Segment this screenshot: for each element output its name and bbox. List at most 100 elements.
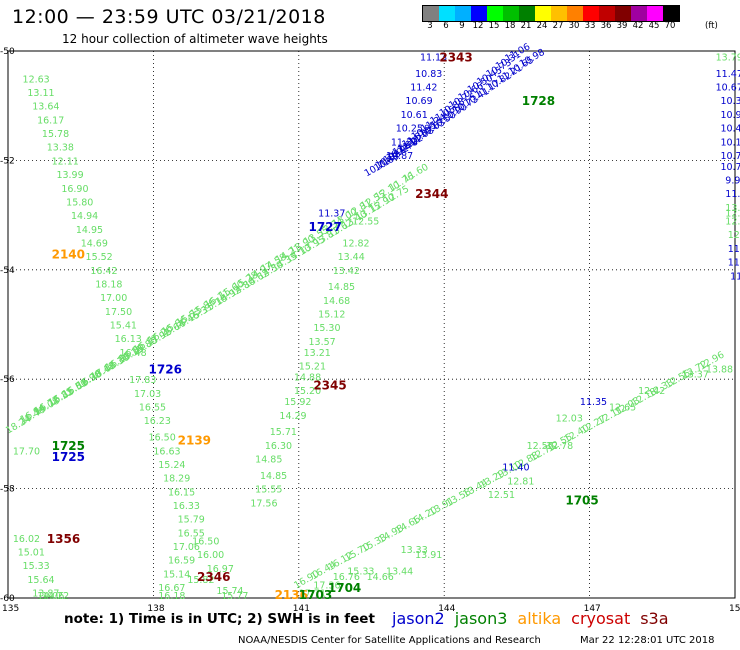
pass-time-label: 1726 (149, 362, 182, 376)
wave-height-value: 12.42 (638, 386, 665, 397)
color-swatch (519, 6, 535, 21)
pass-time-label: 2136 (275, 588, 308, 602)
wave-height-value: 10.25 (396, 124, 423, 135)
wave-height-value: 10.69 (405, 96, 432, 107)
wave-height-value: 14.68 (323, 296, 350, 307)
color-swatch (487, 6, 503, 21)
color-scale-label: 39 (616, 21, 628, 31)
wave-height-value: 15.20 (294, 386, 321, 397)
pass-time-label: 1725 (52, 439, 85, 453)
wave-height-value: 12.6 (725, 208, 740, 219)
pass-time-label: 2140 (52, 247, 85, 261)
wave-height-value: 15.79 (178, 515, 205, 526)
wave-height-value: 10.96 (720, 110, 740, 121)
color-scale-labels: 3 6 9 12 15 18 21 24 27 30 33 36 39 42 45 70 (422, 21, 678, 31)
wave-height-value: 15.64 (27, 575, 54, 586)
wave-height-value: 14.85 (260, 471, 287, 482)
wave-height-value: 15.82 (187, 575, 214, 586)
wave-height-value: 13.21 (304, 348, 331, 359)
wave-height-value: 14.95 (76, 225, 103, 236)
color-scale-label: 21 (520, 21, 532, 31)
wave-height-value: 14.94 (71, 211, 98, 222)
wave-height-value: 16.55 (178, 528, 205, 539)
wave-height-value: 10.77 (720, 162, 740, 173)
wave-height-value: 13.44 (338, 252, 365, 263)
wave-height-value: 13.87 (32, 589, 59, 600)
wave-height-value: 17.56 (250, 498, 277, 509)
color-scale-label: 18 (504, 21, 516, 31)
wave-height-value: 16.42 (90, 266, 117, 277)
wave-height-value: 16.67 (158, 583, 185, 594)
wave-height-value: 10.44 (720, 124, 740, 135)
wave-height-value: 16.55 (139, 403, 166, 414)
latitude-tick-label: -56 (0, 375, 15, 385)
wave-height-value: 11.42 (410, 83, 437, 94)
longitude-tick-label: 147 (584, 604, 601, 614)
wave-height-value: 17.36 (313, 580, 340, 591)
color-scale-label: 42 (632, 21, 644, 31)
wave-height-value: 13.79 (716, 52, 740, 63)
wave-height-value: 12.03 (556, 413, 583, 424)
wave-height-value: 15.52 (86, 252, 113, 263)
wave-height-value: 11.37 (318, 208, 345, 219)
wave-height-value: 15.77 (221, 591, 248, 602)
color-swatch (471, 6, 487, 21)
wave-height-value: 10.67 (716, 83, 740, 94)
wave-height-value: 11. (730, 271, 740, 282)
color-swatch (455, 6, 471, 21)
longitude-tick-label: 138 (147, 604, 164, 614)
wave-height-value: 12.63 (23, 74, 50, 85)
wave-height-value: 12.51 (488, 490, 515, 501)
pass-time-label: 2139 (178, 433, 211, 447)
color-scale-label: 27 (552, 21, 564, 31)
color-scale-label: 45 (648, 21, 660, 31)
wave-height-value: 12.55 (527, 441, 554, 452)
longitude-tick-label: 141 (293, 604, 310, 614)
wave-height-value: 11.4 (728, 258, 740, 269)
legend-item-cryosat: cryosat (571, 609, 631, 628)
color-swatch (535, 6, 551, 21)
wave-height-value: 16.17 (37, 115, 64, 126)
wave-height-value: 10.79 (720, 151, 740, 162)
legend-item-jason3: jason3 (454, 609, 508, 628)
color-swatch (663, 6, 679, 21)
wave-height-value: 16.30 (265, 441, 292, 452)
wave-height-value: 16.33 (173, 501, 200, 512)
wave-height-value: 15.24 (158, 460, 185, 471)
wave-height-value: 13.44 (386, 567, 413, 578)
wave-height-value: 13.99 (56, 170, 83, 181)
wave-height-value: 9.94 (725, 176, 740, 187)
wave-height-value: 13.37 (682, 370, 709, 381)
pass-time-label: 1356 (47, 532, 80, 546)
color-scale-bar (422, 5, 680, 22)
wave-height-value: 11.47 (716, 69, 740, 80)
wave-height-value: 13.33 (401, 545, 428, 556)
wave-height-value: 16.76 (333, 572, 360, 583)
wave-height-value: 15.30 (313, 323, 340, 334)
wave-height-value: 18.29 (163, 474, 190, 485)
wave-height-value: 11.22 (725, 189, 740, 200)
color-scale-label: 24 (536, 21, 548, 31)
pass-time-label: 2343 (439, 50, 472, 64)
wave-height-value: 13.88 (706, 364, 733, 375)
latitude-tick-label: -50 (0, 47, 15, 57)
color-swatch (647, 6, 663, 21)
wave-height-value: 11.3 (728, 244, 740, 255)
wave-height-value: 17.50 (105, 307, 132, 318)
wave-height-value: 15.12 (318, 310, 345, 321)
wave-height-value: 15.71 (270, 427, 297, 438)
wave-height-value: 14.66 (367, 572, 394, 583)
pass-time-label: 2346 (197, 570, 230, 584)
color-scale-label: 6 (443, 21, 449, 31)
wave-height-value: 12.78 (546, 441, 573, 452)
wave-height-value: 15.33 (23, 561, 50, 572)
longitude-tick-label: 135 (2, 604, 19, 614)
wave-height-value: 15.33 (347, 567, 374, 578)
color-scale-label: 3 (427, 21, 433, 31)
pass-time-label: 1727 (308, 220, 341, 234)
wave-height-value: 17.70 (13, 446, 40, 457)
pass-time-label: 2345 (313, 379, 346, 393)
map-subtitle: 12 hour collection of altimeter wave hei… (62, 32, 328, 46)
map-title: 12:00 — 23:59 UTC 03/21/2018 (12, 6, 326, 28)
